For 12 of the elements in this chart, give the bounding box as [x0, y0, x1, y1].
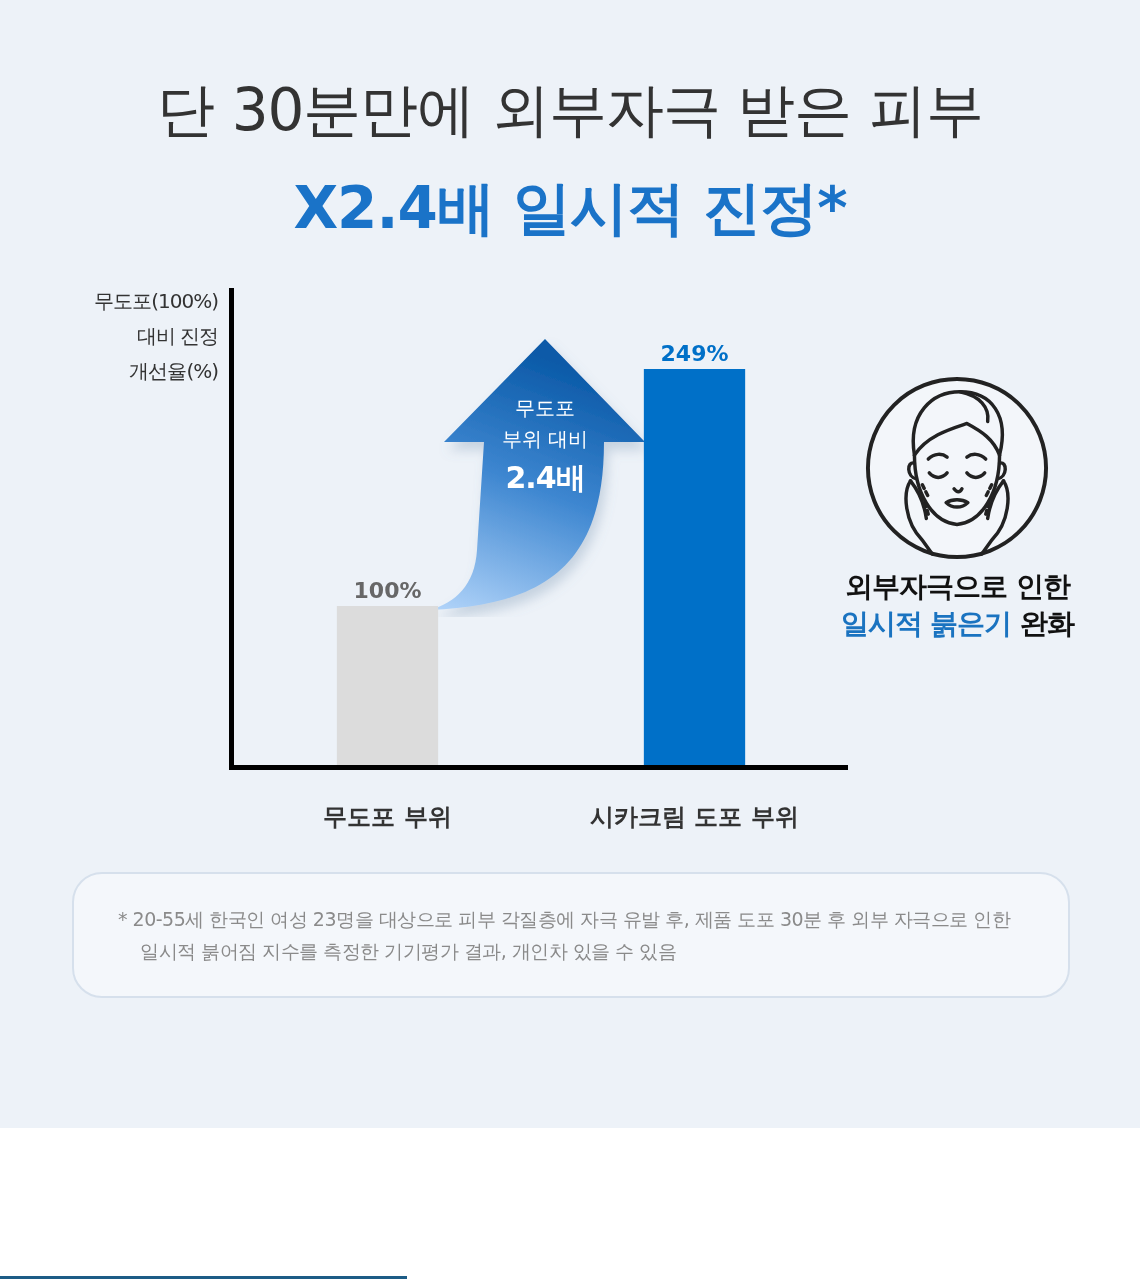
text: * 20-55세 한국인 여성 23명을 대상으로 피부 각질층에 자극 유발 후, 제품 도포 30분 후 외부 자극으로 인한 일시적 붉어짐 지수를 측정한 기기평가 결과, 개인차 있을 수 있음 — [118, 907, 1012, 964]
x-tick-label: 시카크림 도포 부위 — [590, 802, 799, 831]
annotation: 일시적 붉은기 — [840, 607, 1012, 640]
y-axis-title: 무도포(100%) 대비 진정 개선율(%) — [93, 288, 218, 385]
data-label: 100% — [353, 578, 422, 603]
text: 완화 — [1020, 607, 1075, 640]
chart-title: 단 30분만에 외부자극 받은 피부 — [156, 75, 984, 146]
annotation: 무도포 부위 대비 2.4배 — [500, 395, 590, 497]
chart-subtitle: X2.4배 일시적 진정* — [292, 173, 848, 244]
annotation: 외부자극으로 인한 — [844, 569, 1072, 605]
data-label: 249% — [660, 341, 729, 367]
x-tick-label: 무도포 부위 — [323, 802, 452, 831]
